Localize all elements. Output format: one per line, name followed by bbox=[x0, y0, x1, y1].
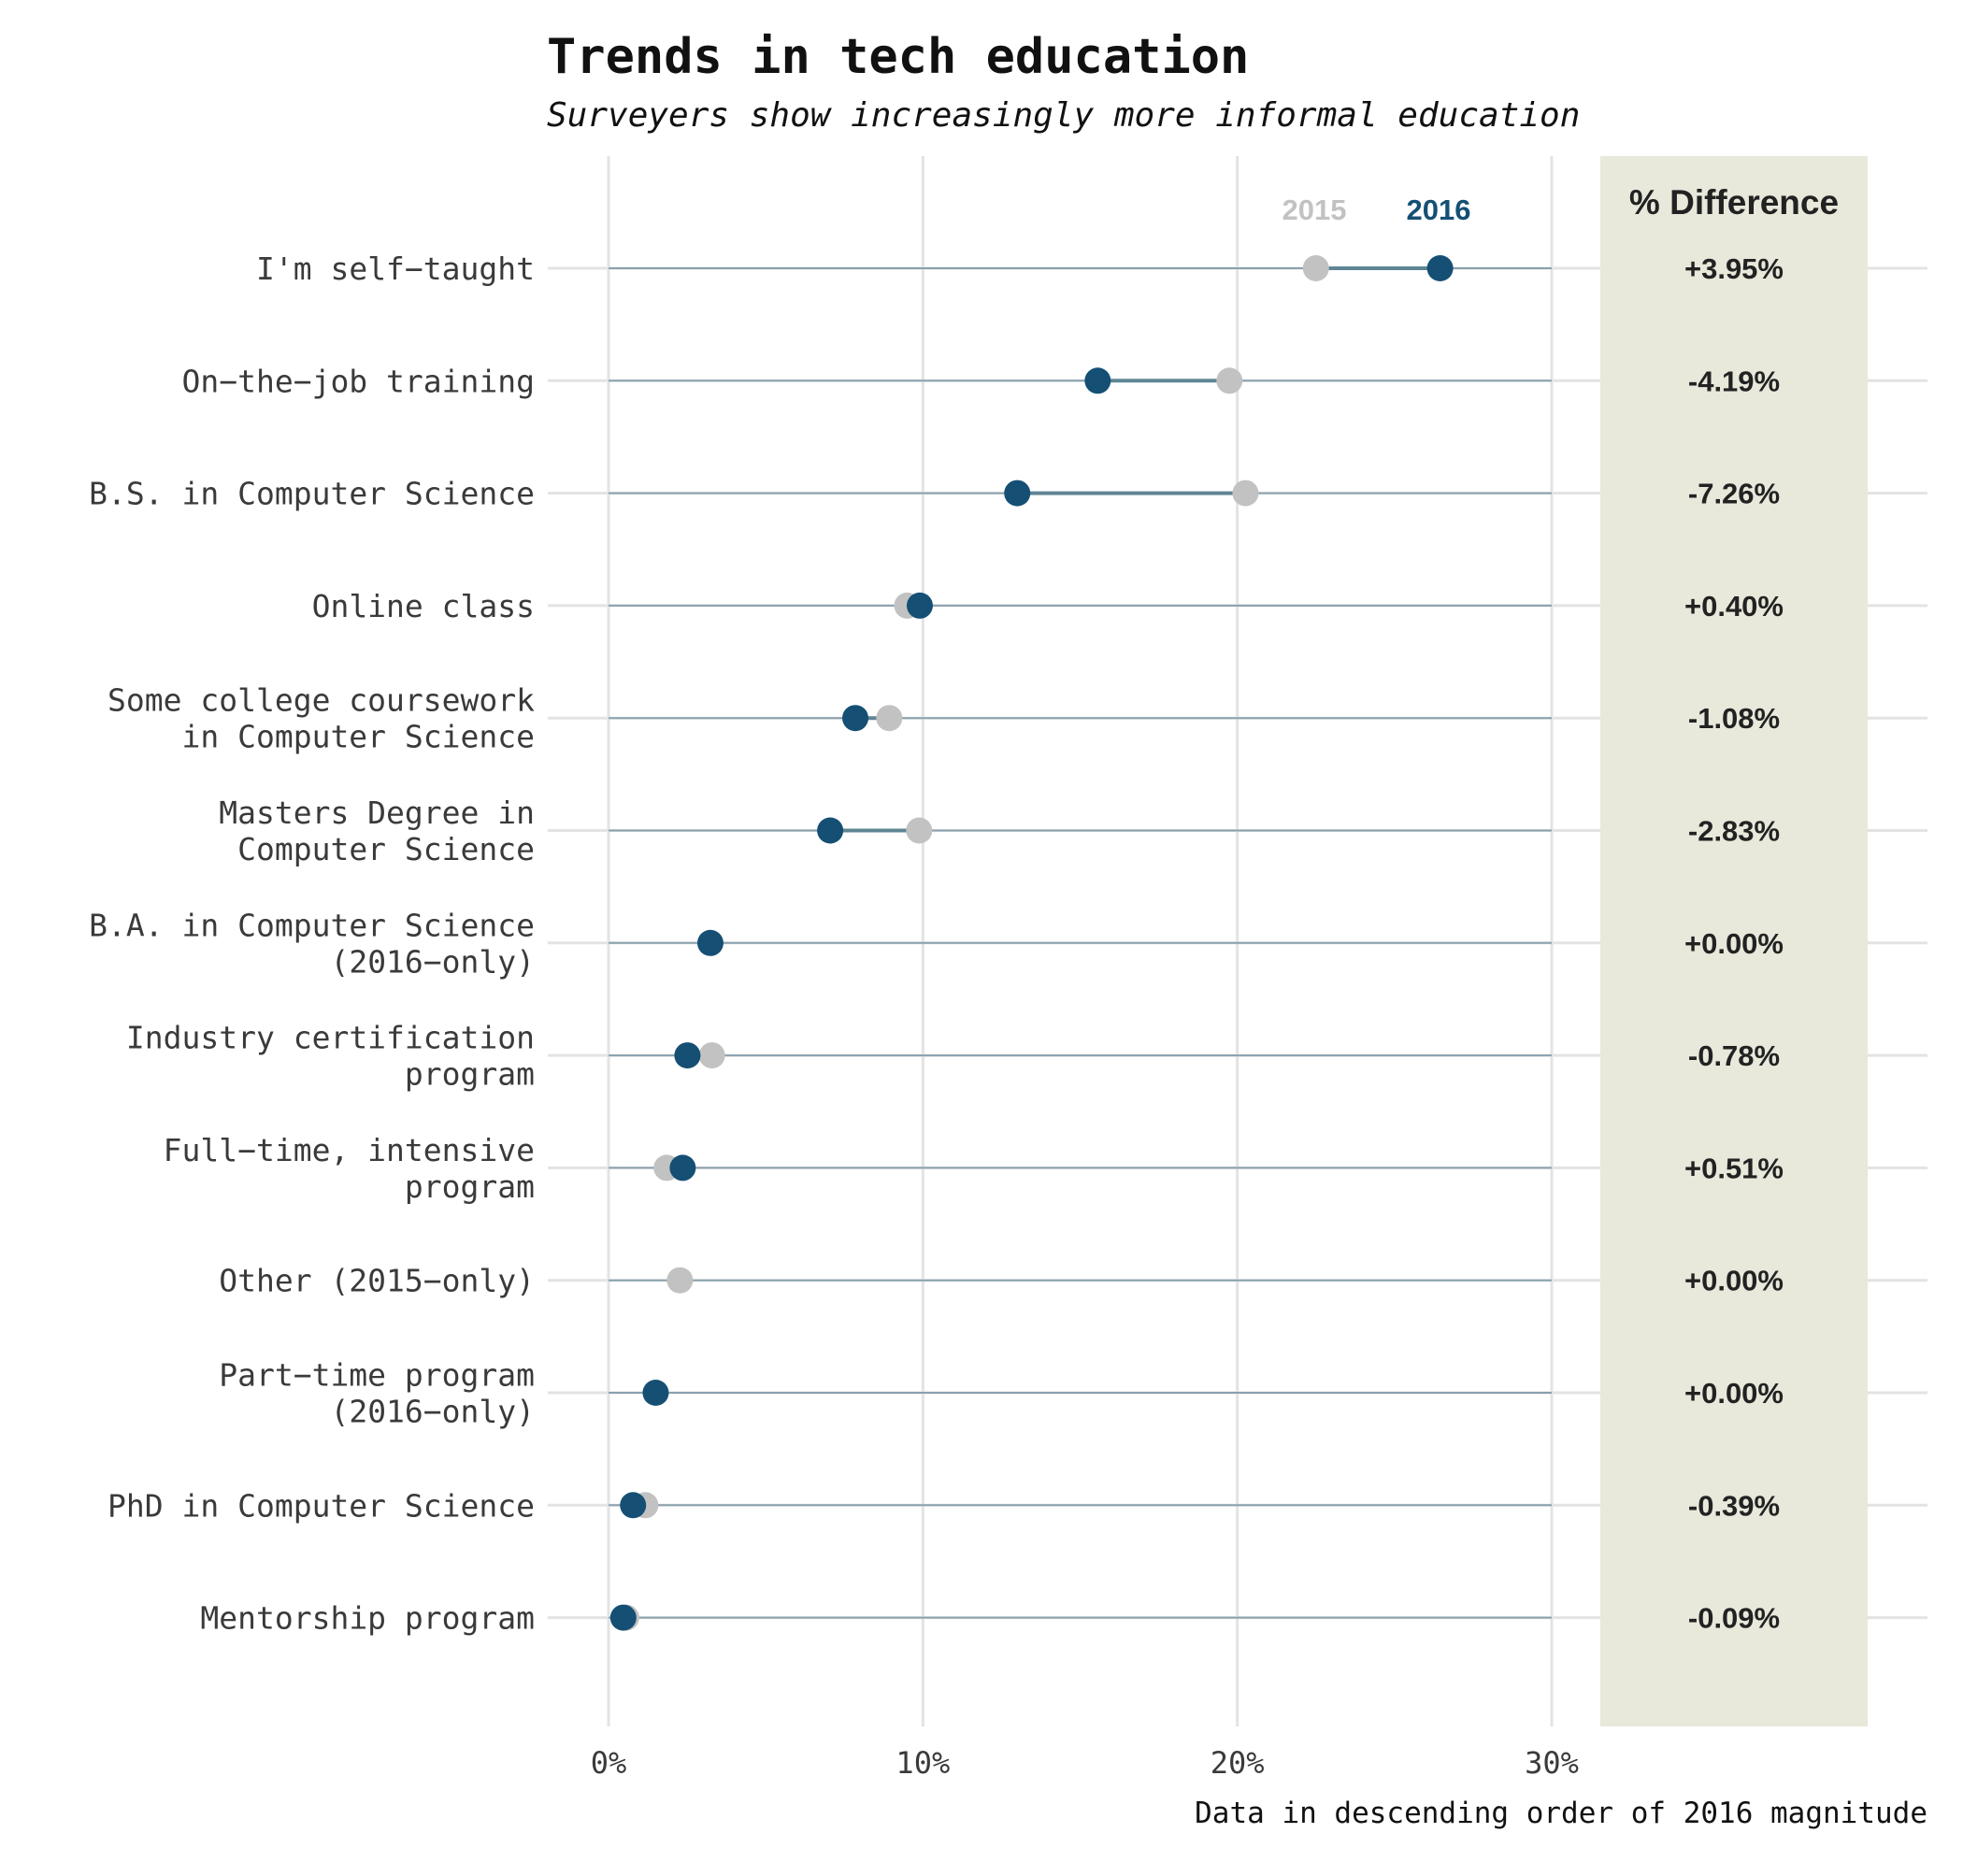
difference-value: -0.78% bbox=[1688, 1039, 1780, 1072]
point-2015 bbox=[1216, 367, 1243, 394]
difference-panel bbox=[1600, 156, 1868, 1726]
point-2015 bbox=[698, 1042, 725, 1069]
category-label: B.S. in Computer Science bbox=[89, 476, 535, 512]
point-2016 bbox=[669, 1154, 696, 1181]
category-label: program bbox=[405, 1168, 535, 1205]
point-2016 bbox=[674, 1042, 701, 1069]
point-2016 bbox=[1004, 480, 1031, 507]
difference-value: +0.51% bbox=[1684, 1152, 1784, 1184]
category-label: Online class bbox=[312, 588, 535, 624]
x-tick-label: 10% bbox=[896, 1745, 950, 1781]
legend-2015: 2015 bbox=[1282, 193, 1347, 226]
category-label: Other (2015−only) bbox=[219, 1263, 535, 1299]
category-label: Some college coursework bbox=[107, 682, 535, 719]
chart-title: Trends in tech education bbox=[547, 29, 1249, 85]
category-label: Full−time, intensive bbox=[164, 1132, 535, 1168]
difference-value: -0.39% bbox=[1688, 1489, 1780, 1522]
chart-caption: Data in descending order of 2016 magnitu… bbox=[1195, 1797, 1927, 1830]
category-label: I'm self−taught bbox=[256, 251, 535, 287]
category-label: On−the−job training bbox=[182, 363, 536, 399]
point-2016 bbox=[620, 1492, 647, 1519]
point-2015 bbox=[666, 1267, 694, 1294]
x-tick-label: 0% bbox=[591, 1745, 627, 1781]
x-tick-label: 20% bbox=[1211, 1745, 1265, 1781]
point-2016 bbox=[642, 1380, 669, 1406]
point-2016 bbox=[1084, 367, 1111, 394]
chart-subtitle: Surveyers show increasingly more informa… bbox=[547, 96, 1580, 135]
x-axis-ticks: 0% 10% 20% 30% bbox=[591, 1745, 1579, 1781]
category-label: PhD in Computer Science bbox=[107, 1487, 535, 1524]
difference-value: -0.09% bbox=[1688, 1602, 1780, 1635]
point-2016 bbox=[609, 1604, 637, 1631]
difference-value: +0.00% bbox=[1684, 1265, 1784, 1297]
difference-value: +0.40% bbox=[1684, 590, 1784, 623]
point-2015 bbox=[1232, 480, 1259, 507]
point-2015 bbox=[876, 705, 903, 732]
point-2015 bbox=[906, 817, 933, 844]
difference-value: -7.26% bbox=[1688, 478, 1780, 510]
point-2016 bbox=[906, 592, 933, 619]
category-label: Masters Degree in bbox=[219, 795, 535, 831]
category-label: (2016−only) bbox=[330, 1394, 535, 1430]
difference-value: +0.00% bbox=[1684, 1377, 1784, 1410]
difference-value: +3.95% bbox=[1684, 252, 1784, 285]
category-labels: I'm self−taught On−the−job training B.S. i… bbox=[89, 251, 535, 1637]
category-label: Computer Science bbox=[237, 831, 535, 867]
difference-value: +0.00% bbox=[1684, 927, 1784, 960]
row-lines bbox=[609, 267, 1552, 1619]
point-2016 bbox=[696, 929, 724, 956]
category-label: Mentorship program bbox=[200, 1600, 535, 1637]
difference-value: -2.83% bbox=[1688, 815, 1780, 848]
difference-value: -1.08% bbox=[1688, 702, 1780, 735]
difference-header: % Difference bbox=[1629, 183, 1839, 222]
legend-2016: 2016 bbox=[1407, 193, 1471, 226]
point-2016 bbox=[1426, 255, 1454, 281]
x-tick-label: 30% bbox=[1525, 1745, 1579, 1781]
category-label: program bbox=[405, 1056, 535, 1093]
point-2015 bbox=[1302, 255, 1329, 281]
category-label: in Computer Science bbox=[182, 719, 536, 755]
category-label: Part−time program bbox=[219, 1357, 535, 1394]
difference-value: -4.19% bbox=[1688, 365, 1780, 397]
category-label: Industry certification bbox=[126, 1020, 535, 1056]
point-2016 bbox=[817, 817, 844, 844]
category-label: (2016−only) bbox=[330, 943, 535, 980]
difference-values: +3.95% -4.19% -7.26% +0.40% -1.08% -2.83% +0.0… bbox=[1684, 252, 1784, 1635]
category-label: B.A. in Computer Science bbox=[89, 907, 535, 943]
dumbbell-points bbox=[609, 255, 1454, 1631]
point-2016 bbox=[842, 705, 869, 732]
